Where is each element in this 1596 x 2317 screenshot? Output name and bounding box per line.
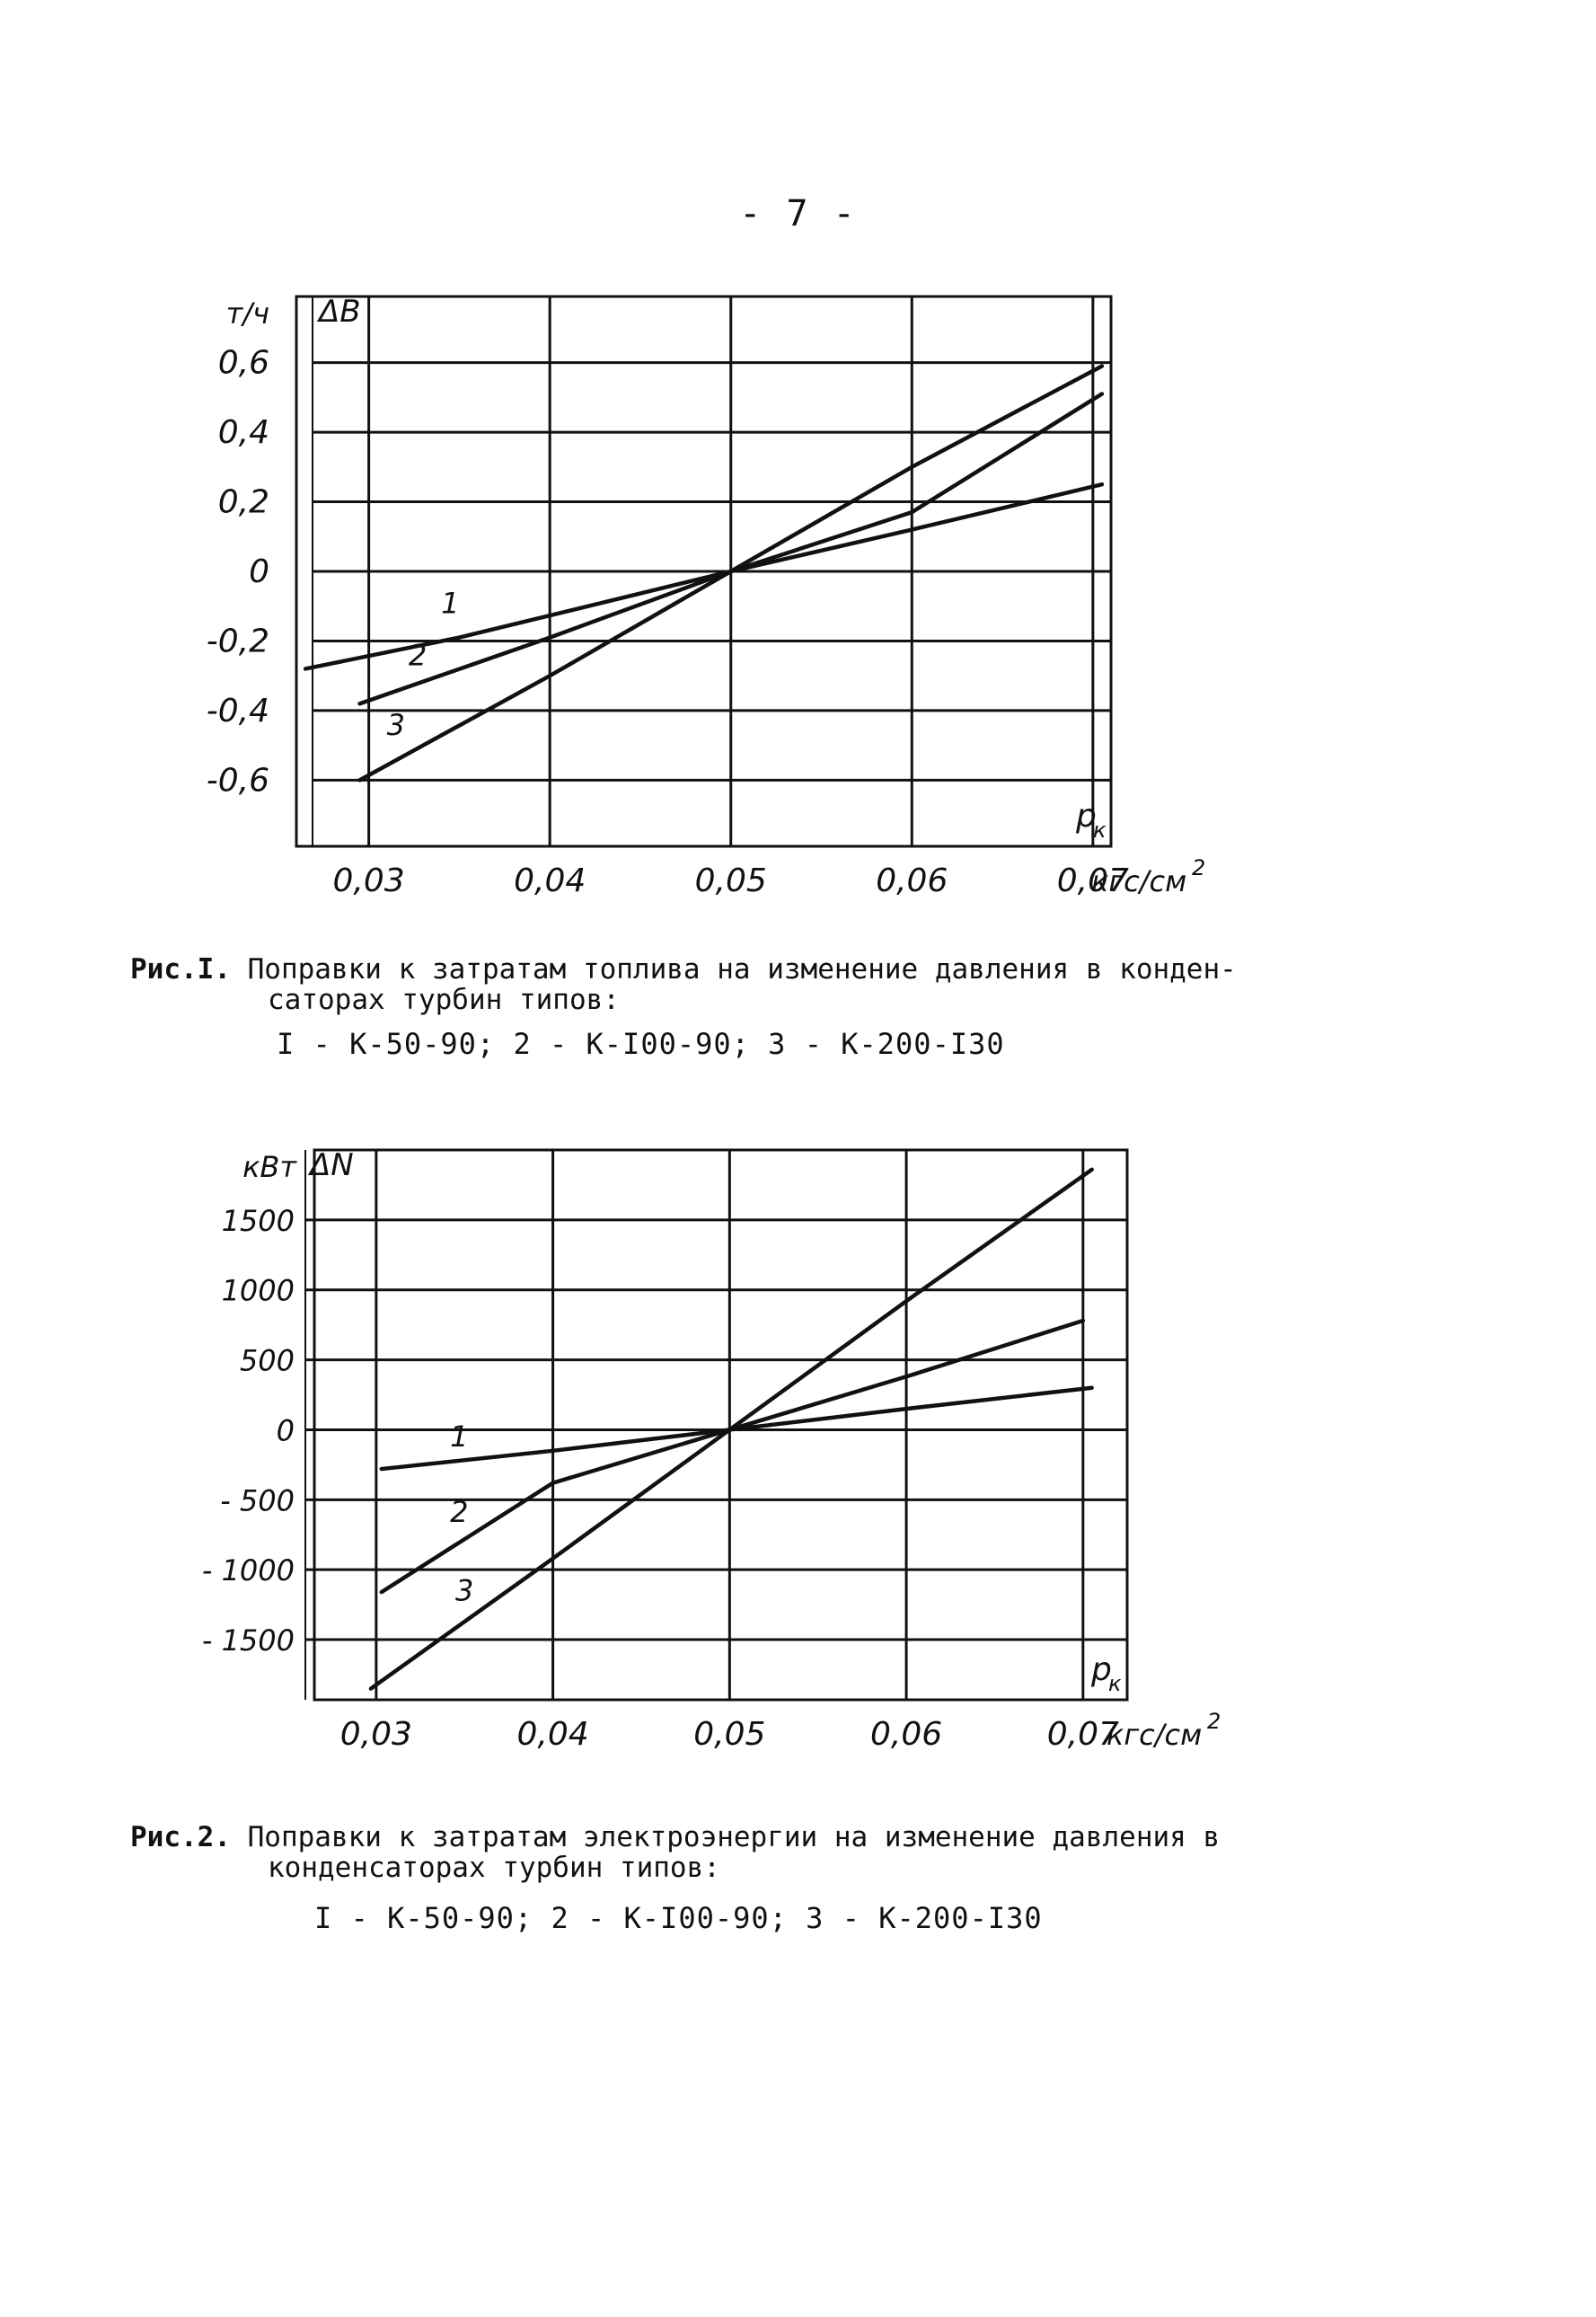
series-1-point bbox=[1090, 1386, 1094, 1390]
figure-1-caption-line2: саторах турбин типов: bbox=[268, 984, 620, 1016]
y-axis-unit: т/ч bbox=[226, 296, 269, 331]
x-tick-label: 0,06 bbox=[870, 1716, 942, 1753]
figure-2-caption: Рис.2. Поправки к затратам электроэнерги… bbox=[130, 1822, 1220, 1883]
series-3-point bbox=[551, 1557, 555, 1561]
series-1-point bbox=[910, 528, 913, 532]
x-axis-title-subscript: к bbox=[1108, 1671, 1122, 1696]
y-tick-label: - 1000 bbox=[202, 1553, 295, 1587]
y-tick-label: 0 bbox=[277, 1413, 295, 1447]
x-tick-label: 0,04 bbox=[514, 862, 586, 899]
series-3-point bbox=[369, 1687, 373, 1691]
series-2-point bbox=[551, 1481, 555, 1485]
series-1-point bbox=[904, 1407, 908, 1411]
fuel-correction-chart: 0,6 0,4 0,2 0 -0,2 -0,4 -0,6 0,03 0,04 0,05 0,06 0,… bbox=[207, 294, 1206, 899]
figure-1-caption: Рис.I. Поправки к затратам топлива на из… bbox=[130, 954, 1237, 1015]
x-tick-label: 0,05 bbox=[695, 862, 767, 899]
series-2-point bbox=[910, 510, 913, 514]
y-tick-label: -0,4 bbox=[207, 693, 269, 730]
series-label-2: 2 bbox=[409, 639, 427, 673]
series-label-3: 3 bbox=[387, 708, 405, 742]
series-label-2: 2 bbox=[450, 1495, 468, 1529]
figure-2-legend: I - К-50-90; 2 - К-I00-90; 3 - К-200-I30 bbox=[314, 1901, 1043, 1935]
series-3-point bbox=[1090, 1168, 1094, 1172]
y-tick-label: -0,2 bbox=[207, 623, 269, 659]
x-tick-label: 0,04 bbox=[517, 1716, 589, 1753]
series-2-point bbox=[1100, 392, 1104, 395]
x-tick-label: 0,07 bbox=[1047, 1716, 1119, 1753]
y-tick-label: 0,4 bbox=[218, 414, 269, 451]
x-tick-label: 0,03 bbox=[340, 1716, 412, 1753]
x-tick-label: 0,07 bbox=[1057, 862, 1129, 899]
series-label-1: 1 bbox=[450, 1419, 468, 1454]
x-tick-label: 0,05 bbox=[693, 1716, 765, 1753]
x-axis-unit-superscript: 2 bbox=[1192, 855, 1205, 880]
series-2-point bbox=[904, 1375, 908, 1378]
series-1-point bbox=[551, 1449, 555, 1453]
y-tick-label: -0,6 bbox=[207, 762, 269, 799]
series-1-point bbox=[1100, 482, 1104, 486]
figure-1-caption-line1: Поправки к затратам топлива на изменение… bbox=[230, 953, 1237, 986]
y-axis-title: ΔB bbox=[316, 294, 361, 330]
series-2-point bbox=[1081, 1319, 1085, 1322]
figure-2-caption-line2: конденсаторах турбин типов: bbox=[268, 1852, 720, 1884]
y-tick-label: 500 bbox=[240, 1344, 295, 1378]
x-axis-unit: кгс/см bbox=[1107, 1718, 1202, 1752]
y-tick-label: 0,2 bbox=[218, 484, 269, 521]
series-3-point bbox=[358, 778, 362, 782]
series-3-point bbox=[1100, 364, 1104, 367]
y-axis-unit: кВт bbox=[242, 1150, 297, 1184]
series-3-point bbox=[548, 674, 551, 677]
series-3-point bbox=[910, 465, 913, 469]
figure-1-caption-label: Рис.I. bbox=[130, 953, 231, 986]
figure-2-caption-line1: Поправки к затратам электроэнергии на из… bbox=[230, 1821, 1221, 1853]
series-2-point bbox=[358, 702, 362, 705]
series-3-point bbox=[729, 570, 733, 573]
figure-1-legend: I - К-50-90; 2 - К-I00-90; 3 - К-200-I30 bbox=[277, 1027, 1005, 1061]
plot-frame bbox=[313, 1148, 1129, 1702]
series-3-point bbox=[904, 1299, 908, 1303]
y-tick-label: - 1500 bbox=[202, 1623, 295, 1658]
x-axis-title: p bbox=[1090, 1651, 1112, 1688]
y-tick-label: 1500 bbox=[222, 1204, 295, 1238]
x-tick-label: 0,06 bbox=[876, 862, 948, 899]
x-tick-label: 0,03 bbox=[333, 862, 405, 899]
x-axis-title: p bbox=[1075, 798, 1097, 835]
series-2-point bbox=[548, 636, 551, 640]
y-tick-label: 0 bbox=[249, 553, 269, 590]
y-tick-label: - 500 bbox=[220, 1483, 295, 1517]
x-axis-title-subscript: к bbox=[1093, 818, 1107, 843]
series-2-point bbox=[380, 1590, 384, 1594]
figure-2-caption-label: Рис.2. bbox=[130, 1821, 231, 1853]
series-1-point bbox=[457, 636, 461, 640]
y-tick-label: 0,6 bbox=[218, 345, 269, 382]
y-axis-title: ΔN bbox=[307, 1147, 354, 1183]
power-correction-chart: 1500 1000 500 0 - 500 - 1000 - 1500 0,03 0,04 0,0… bbox=[202, 1147, 1221, 1753]
x-axis-unit-superscript: 2 bbox=[1207, 1709, 1221, 1734]
series-1-point bbox=[304, 667, 307, 670]
series-1-point bbox=[380, 1467, 384, 1471]
series-label-3: 3 bbox=[455, 1573, 473, 1607]
y-tick-label: 1000 bbox=[222, 1274, 295, 1308]
page-number: - 7 - bbox=[739, 193, 857, 234]
series-label-1: 1 bbox=[441, 586, 459, 620]
series-3-point bbox=[727, 1428, 731, 1431]
x-axis-unit: кгс/см bbox=[1091, 864, 1186, 898]
